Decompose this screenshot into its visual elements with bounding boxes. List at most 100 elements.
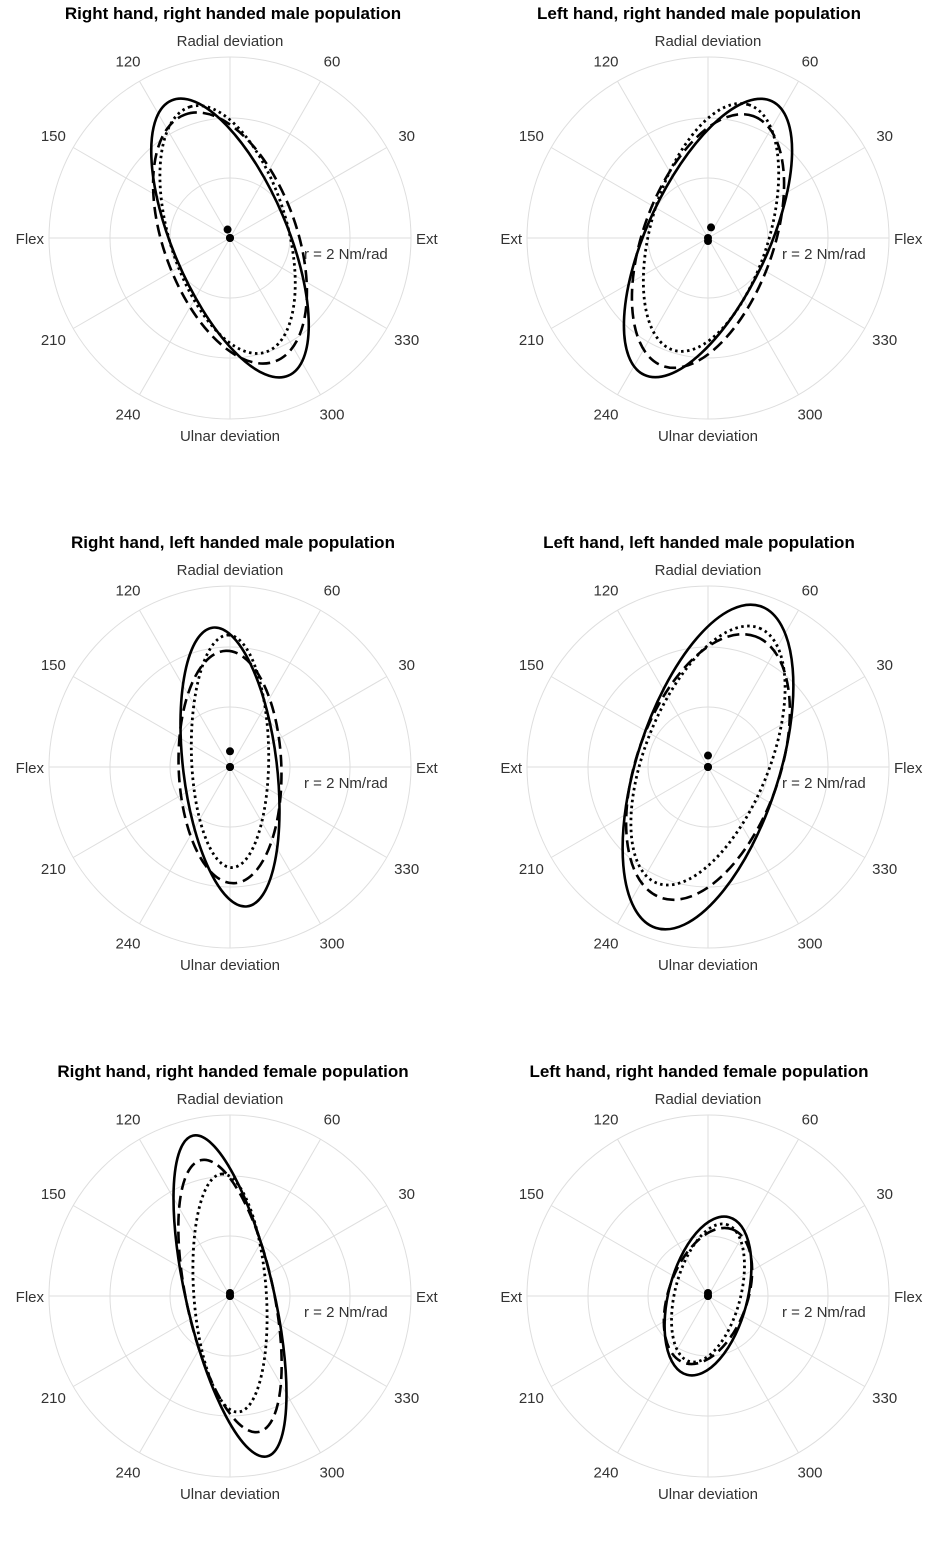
angle-tick-label: Radial deviation [177, 33, 284, 50]
angle-tick-label: Flex [16, 1289, 45, 1306]
grid-spoke [139, 80, 231, 239]
angle-tick-label: Ulnar deviation [658, 957, 758, 974]
angle-tick-label: 60 [324, 582, 341, 599]
angle-tick-label: 150 [41, 128, 66, 145]
angle-tick-label: 330 [872, 861, 897, 878]
angle-tick-label: Ext [416, 1289, 439, 1306]
angle-tick-label: 240 [115, 407, 140, 424]
angle-tick-label: 300 [797, 936, 822, 953]
dashed-ellipse [624, 632, 792, 902]
polar-chart: Ext 30 60 Radial deviation 120 150 Flex 210 240 U… [16, 562, 439, 974]
angle-tick-label: 240 [593, 1465, 618, 1482]
solid-ellipse [622, 97, 794, 379]
angle-tick-label: 120 [593, 53, 618, 70]
angle-tick-label: 60 [324, 1111, 341, 1128]
angle-tick-label: Ulnar deviation [180, 1486, 280, 1503]
angle-tick-label: 120 [115, 53, 140, 70]
dotted-ellipse [641, 102, 781, 353]
grid-spoke [72, 1205, 231, 1297]
grid-spoke [617, 766, 709, 925]
grid-spoke [229, 1295, 388, 1387]
grid-spoke [707, 1138, 799, 1297]
dashed-ellipse [177, 649, 283, 885]
angle-tick-label: 210 [519, 332, 544, 349]
panel-title: Right hand, left handed male population [71, 533, 395, 552]
dashed-ellipse [177, 1158, 283, 1434]
angle-tick-label: 210 [41, 1390, 66, 1407]
angle-tick-label: 30 [398, 657, 415, 674]
grid-spoke [707, 237, 866, 329]
center-point [704, 763, 712, 771]
dotted-ellipse [158, 104, 297, 355]
angle-tick-label: Radial deviation [655, 33, 762, 50]
angle-tick-label: Ulnar deviation [180, 428, 280, 445]
angle-tick-label: 30 [876, 1186, 893, 1203]
solid-ellipse [149, 97, 311, 379]
angle-tick-label: 150 [519, 1186, 544, 1203]
angle-tick-label: 60 [324, 53, 341, 70]
angle-tick-label: 300 [319, 1465, 344, 1482]
grid-spoke [617, 80, 709, 239]
polar-chart: Flex 30 60 Radial deviation 120 150 Ext 210 240 U… [500, 562, 923, 974]
grid-spoke [139, 1295, 231, 1454]
grid-spoke [229, 237, 388, 329]
radius-label: r = 2 Nm/rad [304, 246, 388, 263]
center-point [226, 763, 234, 771]
angle-tick-label: Ulnar deviation [658, 428, 758, 445]
angle-tick-label: 240 [593, 407, 618, 424]
center-point [226, 747, 234, 756]
angle-tick-label: 210 [41, 332, 66, 349]
dotted-ellipse [191, 1172, 269, 1414]
polar-chart: Flex 30 60 Radial deviation 120 150 Ext 210 240 U… [500, 33, 923, 445]
angle-tick-label: Radial deviation [655, 562, 762, 579]
grid-spoke [72, 237, 231, 329]
grid-spoke [707, 80, 799, 239]
grid-spoke [72, 766, 231, 858]
polar-chart: Ext 30 60 Radial deviation 120 150 Flex 210 240 U… [16, 1091, 439, 1503]
grid-spoke [139, 766, 231, 925]
dashed-ellipse [630, 112, 786, 370]
angle-tick-label: 240 [115, 936, 140, 953]
grid-spoke [229, 1138, 321, 1297]
angle-tick-label: 300 [319, 936, 344, 953]
angle-tick-label: 240 [115, 1465, 140, 1482]
angle-tick-label: Ext [416, 760, 439, 777]
grid-spoke [139, 609, 231, 768]
angle-tick-label: 330 [394, 1390, 419, 1407]
angle-tick-label: 30 [876, 128, 893, 145]
angle-tick-label: 240 [593, 936, 618, 953]
grid-spoke [229, 237, 321, 396]
panel-title: Left hand, left handed male population [543, 533, 855, 552]
angle-tick-label: 330 [394, 332, 419, 349]
radius-label: r = 2 Nm/rad [304, 775, 388, 792]
angle-tick-label: Radial deviation [655, 1091, 762, 1108]
grid-spoke [550, 147, 709, 239]
panel-title: Right hand, right handed male population [64, 4, 402, 23]
angle-tick-label: 210 [519, 861, 544, 878]
grid-spoke [550, 1205, 709, 1297]
panel-title: Left hand, right handed female populatio… [529, 1062, 869, 1081]
angle-tick-label: Ext [416, 231, 439, 248]
angle-tick-label: Ulnar deviation [658, 1486, 758, 1503]
angle-tick-label: Ulnar deviation [180, 957, 280, 974]
center-point [704, 237, 712, 246]
grid-spoke [72, 147, 231, 239]
angle-tick-label: Ext [500, 760, 523, 777]
dotted-ellipse [189, 633, 271, 869]
panel-title: Left hand, right handed male population [537, 4, 861, 23]
angle-tick-label: 150 [41, 1186, 66, 1203]
radius-label: r = 2 Nm/rad [782, 775, 866, 792]
angle-tick-label: Ext [500, 231, 523, 248]
angle-tick-label: 210 [519, 1390, 544, 1407]
angle-tick-label: 300 [319, 407, 344, 424]
grid-spoke [707, 609, 799, 768]
center-point [226, 1288, 234, 1297]
angle-tick-label: 330 [872, 332, 897, 349]
grid-spoke [139, 237, 231, 396]
grid-spoke [229, 80, 321, 239]
grid-spoke [707, 1205, 866, 1297]
radius-label: r = 2 Nm/rad [782, 246, 866, 263]
grid-spoke [617, 1138, 709, 1297]
grid-spoke [72, 676, 231, 768]
radius-label: r = 2 Nm/rad [782, 1304, 866, 1321]
